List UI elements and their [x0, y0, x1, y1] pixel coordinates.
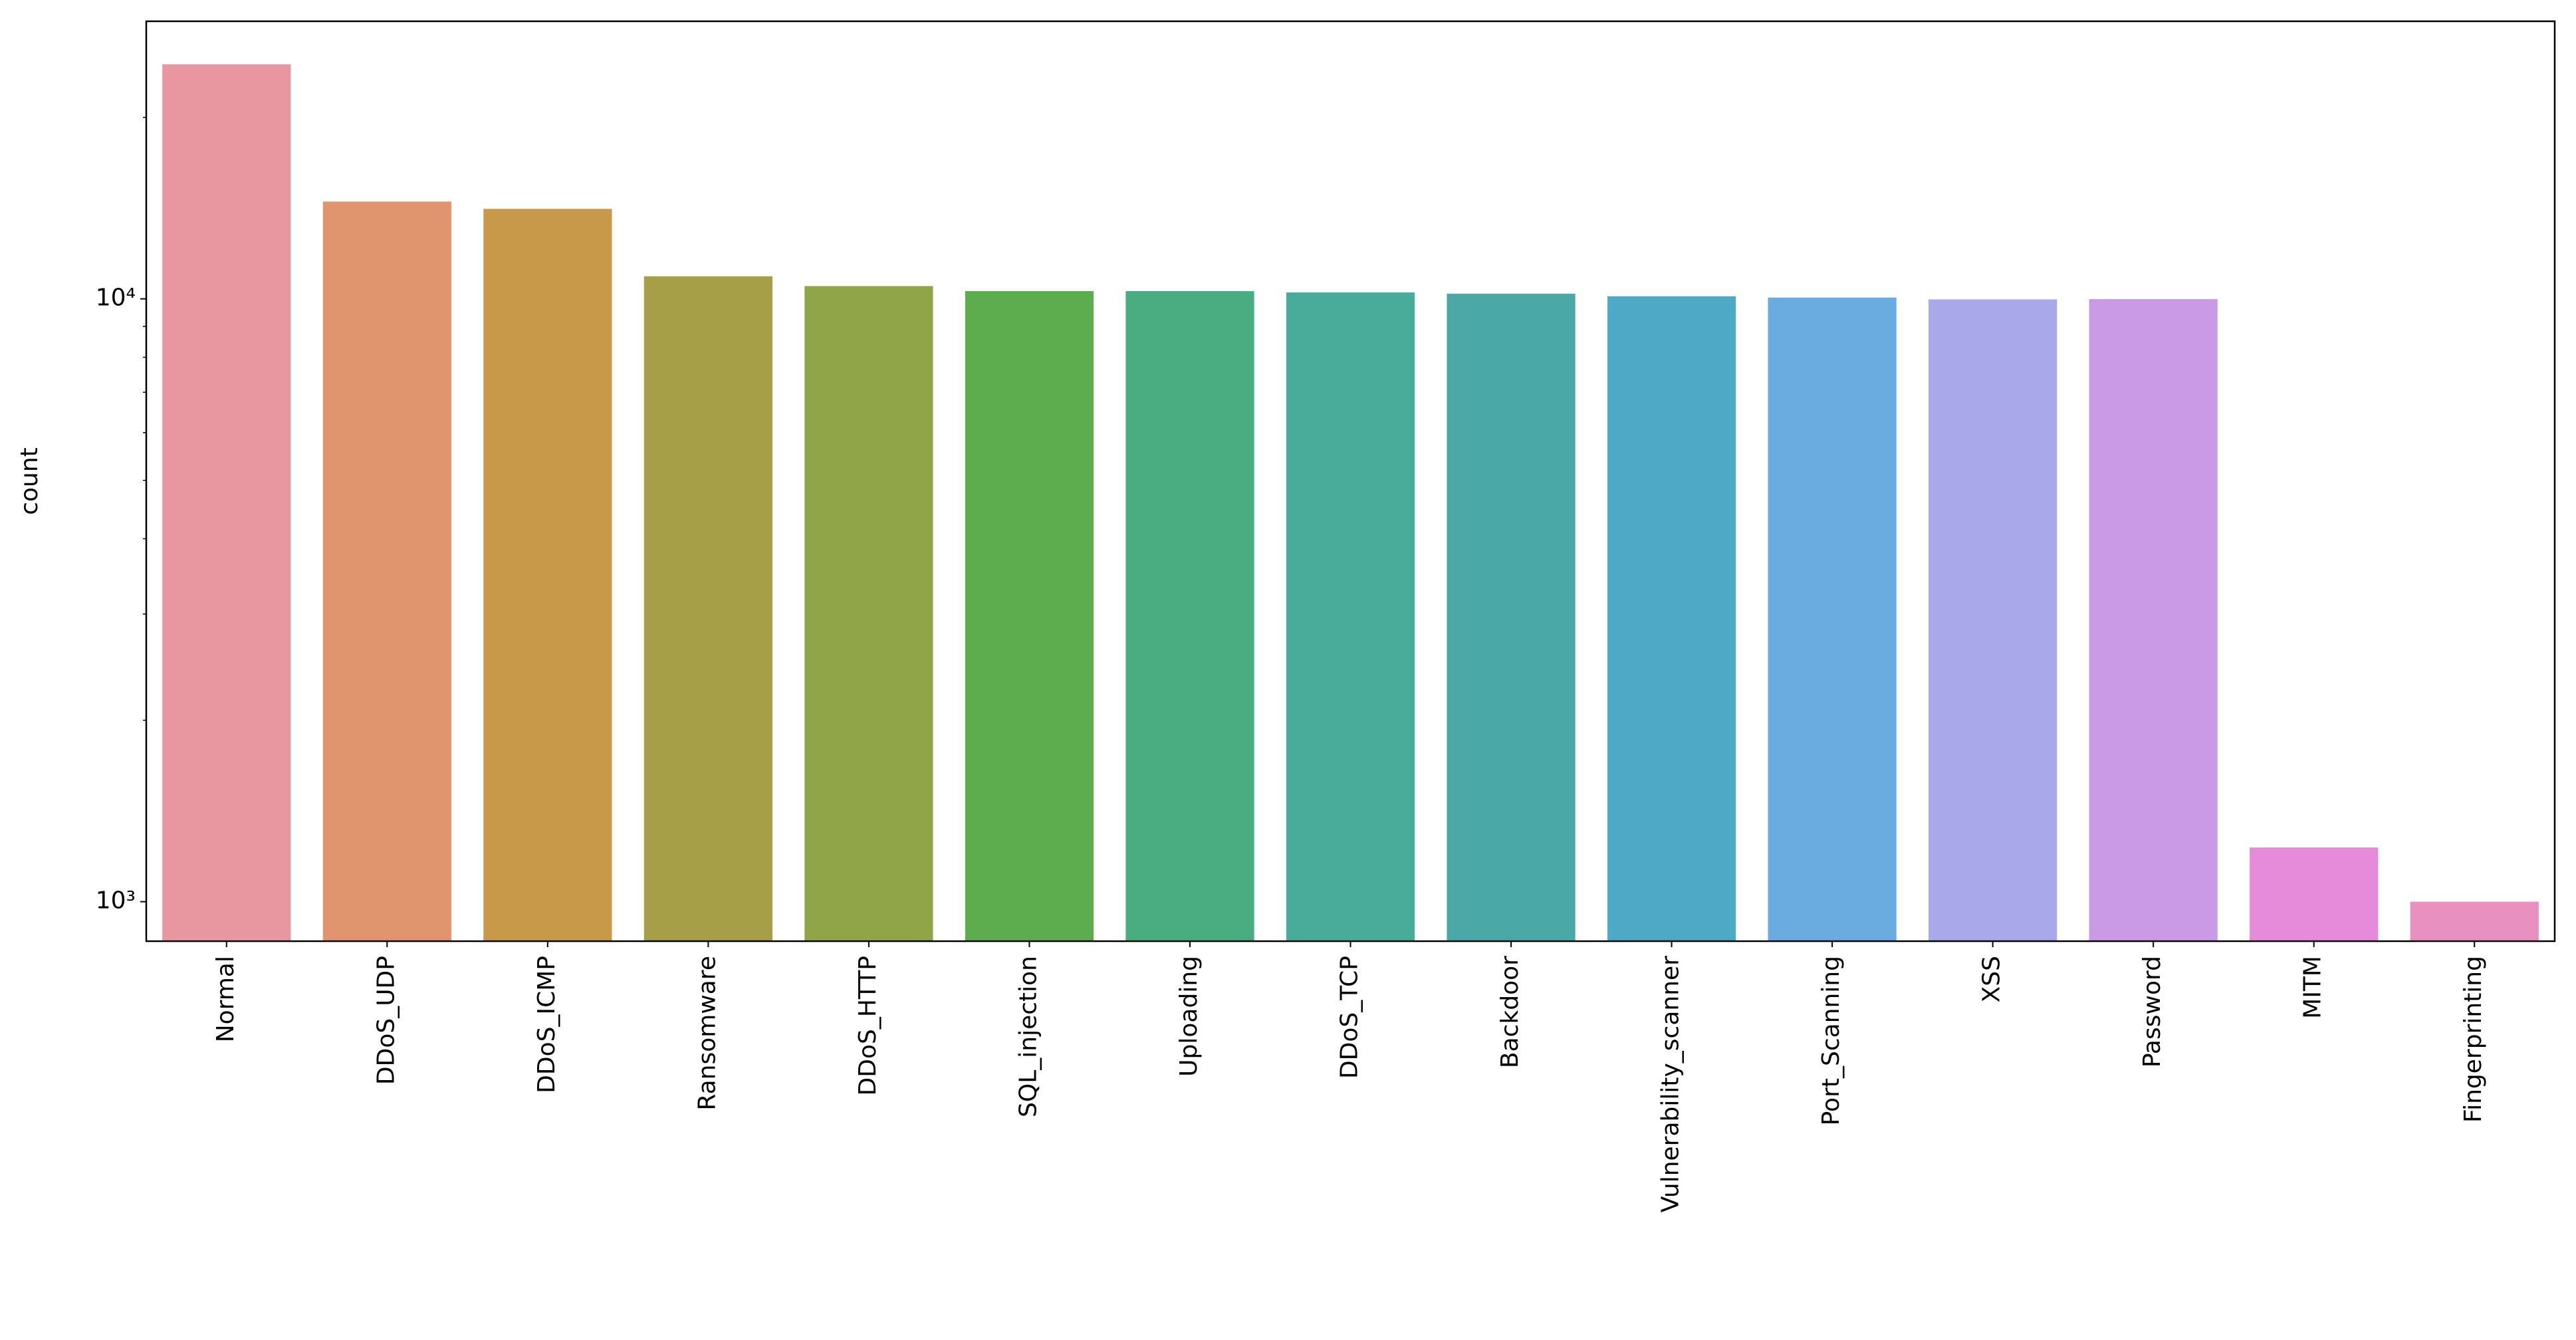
x-tick-label: DDoS_ICMP — [533, 956, 560, 1093]
bar — [2250, 847, 2379, 941]
x-tick-label: Password — [2139, 956, 2166, 1067]
y-axis-label: count — [16, 447, 43, 515]
bar — [804, 286, 933, 941]
y-tick-label: 10³ — [96, 887, 136, 915]
bar — [2089, 299, 2218, 941]
y-tick-label: 10⁴ — [96, 284, 136, 312]
bar — [322, 201, 451, 941]
bar — [1607, 296, 1736, 941]
plot-frame — [145, 20, 2556, 943]
bar — [1929, 299, 2057, 941]
x-tick-label: DDoS_UDP — [372, 956, 400, 1085]
x-tick-label: Normal — [212, 956, 239, 1042]
x-tick-label: XSS — [1978, 956, 2006, 1002]
bar — [483, 209, 612, 941]
x-tick-label: Ransomware — [693, 956, 721, 1111]
bar — [644, 276, 772, 941]
bar — [2410, 901, 2539, 941]
x-tick-label: DDoS_HTTP — [854, 956, 881, 1095]
bar — [1447, 293, 1576, 942]
x-tick-label: Backdoor — [1496, 956, 1524, 1068]
bar — [162, 64, 291, 942]
x-tick-label: Vulnerability_scanner — [1657, 956, 1685, 1212]
x-tick-label: Port_Scanning — [1817, 956, 1845, 1125]
x-tick-label: DDoS_TCP — [1336, 956, 1363, 1079]
x-tick-label: Fingerprinting — [2460, 956, 2487, 1123]
bar — [1286, 292, 1415, 942]
bar — [1768, 297, 1897, 942]
x-tick-label: SQL_injection — [1014, 956, 1042, 1117]
bar — [1125, 290, 1254, 941]
x-tick-label: Uploading — [1175, 956, 1203, 1077]
x-tick-label: MITM — [2299, 956, 2327, 1019]
bar — [965, 290, 1094, 941]
